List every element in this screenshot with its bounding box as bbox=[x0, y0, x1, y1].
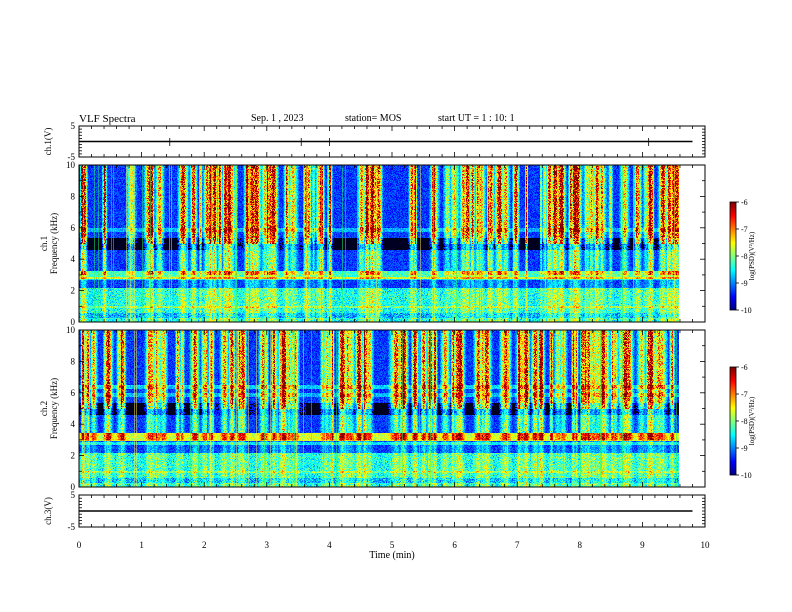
colorbar-tick-label: -9 bbox=[741, 279, 748, 288]
x-tick-label: 9 bbox=[640, 540, 645, 550]
y-tick-label: 10 bbox=[66, 160, 76, 170]
y-axis-label: ch.1 bbox=[39, 236, 49, 251]
y-tick-label: 0 bbox=[71, 482, 76, 492]
y-tick-label: 4 bbox=[71, 254, 76, 264]
y-axis-label: Frequency (kHz) bbox=[49, 378, 59, 439]
x-tick-label: 10 bbox=[701, 540, 711, 550]
panel-frame bbox=[78, 164, 706, 323]
colorbar-tick-label: -6 bbox=[741, 363, 748, 372]
panel-frame bbox=[78, 329, 706, 488]
y-tick-label: 2 bbox=[71, 451, 76, 461]
colorbar-label: log(PSD)(V²/Hz) bbox=[748, 396, 756, 445]
y-axis-label: ch.2 bbox=[39, 401, 49, 416]
x-tick-label: 7 bbox=[515, 540, 520, 550]
date-label: Sep. 1 , 2023 bbox=[251, 113, 304, 124]
ch1-colorbar bbox=[730, 202, 736, 310]
y-tick-label: 2 bbox=[71, 286, 76, 296]
ch1-spectrogram bbox=[79, 165, 691, 322]
x-tick-label: 3 bbox=[265, 540, 270, 550]
ch2-colorbar bbox=[730, 367, 736, 475]
y-tick-label: 4 bbox=[71, 419, 76, 429]
y-tick-label: 8 bbox=[71, 356, 76, 366]
y-axis-label: ch.1(V) bbox=[43, 128, 53, 156]
x-tick-label: 0 bbox=[77, 540, 82, 550]
x-tick-label: 2 bbox=[202, 540, 207, 550]
y-tick-label: 5 bbox=[71, 490, 76, 500]
x-tick-label: 8 bbox=[578, 540, 583, 550]
start-ut-label: start UT = 1 : 10: 1 bbox=[438, 113, 515, 124]
y-tick-label: 0 bbox=[71, 317, 76, 327]
x-tick-label: 6 bbox=[452, 540, 457, 550]
chart-title: VLF Spectra bbox=[79, 113, 136, 125]
y-tick-label: 6 bbox=[71, 388, 76, 398]
y-tick-label: 6 bbox=[71, 223, 76, 233]
y-tick-label: -5 bbox=[68, 522, 76, 532]
colorbar-tick-label: -10 bbox=[741, 306, 752, 315]
x-tick-label: 4 bbox=[327, 540, 332, 550]
station-label: station= MOS bbox=[345, 113, 402, 124]
colorbar-label: log(PSD)(V²/Hz) bbox=[748, 231, 756, 280]
x-tick-label: 1 bbox=[139, 540, 144, 550]
y-tick-label: 10 bbox=[66, 325, 76, 335]
colorbar-frame bbox=[729, 201, 737, 311]
colorbar-tick-label: -7 bbox=[741, 390, 748, 399]
colorbar-frame bbox=[729, 366, 737, 476]
x-axis-label: Time (min) bbox=[369, 550, 414, 561]
y-tick-label: 8 bbox=[71, 191, 76, 201]
colorbar-tick-label: -6 bbox=[741, 198, 748, 207]
y-axis-label: Frequency (kHz) bbox=[49, 213, 59, 274]
y-axis-label: ch.3(V) bbox=[43, 497, 53, 525]
colorbar-tick-label: -8 bbox=[741, 252, 748, 261]
colorbar-tick-label: -7 bbox=[741, 225, 748, 234]
y-tick-label: 5 bbox=[71, 121, 76, 131]
x-tick-label: 5 bbox=[390, 540, 395, 550]
colorbar-tick-label: -10 bbox=[741, 471, 752, 480]
colorbar-tick-label: -8 bbox=[741, 417, 748, 426]
ch2-spectrogram bbox=[79, 330, 691, 487]
y-tick-label: -5 bbox=[68, 152, 76, 162]
colorbar-tick-label: -9 bbox=[741, 444, 748, 453]
